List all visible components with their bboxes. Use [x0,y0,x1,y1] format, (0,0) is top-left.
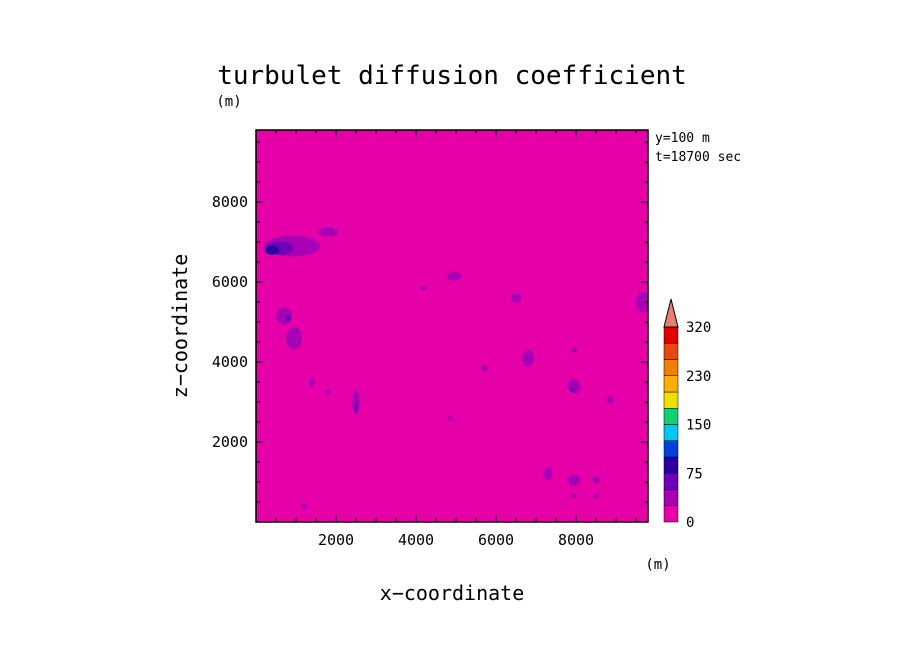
contour-region [571,347,577,353]
contour-region [286,326,302,350]
colorbar-segment [663,375,679,393]
y-tick-label: 2000 [212,433,248,451]
y-unit-label: (m) [216,94,241,110]
contour-region [318,227,338,237]
axis-ticks: 2000 4000 6000 8000 2000 4000 6000 8000 [212,130,648,549]
x-unit-label: (m) [645,557,670,573]
colorbar-segment [663,456,679,474]
colorbar-segment [663,440,679,458]
contour-region [309,377,315,387]
contour-region [300,503,308,509]
colorbar-segment [663,424,679,441]
contour-region [593,493,599,499]
colorbar-segment [663,343,679,360]
x-tick-label: 6000 [478,531,514,549]
colorbar-segment [663,489,679,506]
contour-regions [264,227,648,509]
contour-region [567,474,581,486]
y-tick-label: 4000 [212,353,248,371]
contour-region [606,396,614,404]
y-axis-label: z−coordinate [168,254,192,399]
colorbar-label: 75 [686,466,703,482]
contour-region [447,415,453,421]
x-tick-label: 8000 [558,531,594,549]
colorbar-segment [663,326,679,344]
contour-region [522,349,534,367]
colorbar: 0 75 150 230 320 [663,298,711,531]
annotation-time: t=18700 sec [655,150,741,165]
colorbar-segment [663,505,679,523]
contour-region [352,390,360,414]
colorbar-segment [663,359,679,376]
contour-region [480,364,488,372]
plot-frame [255,129,649,523]
x-tick-label: 4000 [398,531,434,549]
contour-region [420,285,428,291]
contour-region [592,476,600,484]
y-tick-label: 8000 [212,193,248,211]
colorbar-segment [663,408,679,425]
plot-area [256,130,648,522]
colorbar-extend-arrow [663,298,679,328]
contour-region [284,314,292,322]
chart-title: turbulet diffusion coefficient [217,61,687,91]
contour-region [569,387,575,393]
contour-region [264,245,280,255]
colorbar-label: 150 [686,418,711,434]
contour-region [325,389,331,395]
contour-region [543,467,553,481]
colorbar-label: 0 [686,515,694,531]
colorbar-segment [663,473,679,490]
contour-region [571,493,577,499]
colorbar-segment [663,391,679,409]
colorbar-label: 320 [686,320,711,336]
x-axis-label: x−coordinate [380,581,525,605]
annotation-y: y=100 m [655,131,710,146]
contour-region [354,402,358,414]
contour-region [446,271,462,281]
y-tick-label: 6000 [212,273,248,291]
x-tick-label: 2000 [318,531,354,549]
contour-region [510,293,522,303]
contour-region [636,292,648,312]
colorbar-label: 230 [686,369,711,385]
